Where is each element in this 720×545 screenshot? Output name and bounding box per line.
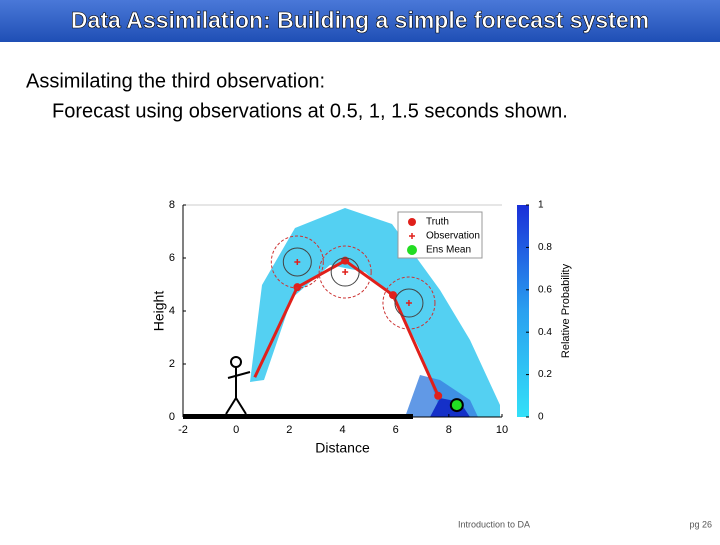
truth-point <box>293 283 302 292</box>
obs-uncertainty <box>282 247 312 277</box>
y-tick-label: 0 <box>169 411 175 423</box>
colorbar-tick-label: 0.4 <box>538 327 552 338</box>
legend-swatch <box>409 233 415 239</box>
obs-uncertainty <box>270 235 324 289</box>
header-bar <box>0 0 720 42</box>
y-tick-label: 8 <box>169 199 175 211</box>
y-tick-label: 2 <box>169 358 175 370</box>
x-tick-label: 10 <box>496 424 508 436</box>
colorbar-tick-label: 1 <box>538 200 544 211</box>
y-tick-label: 4 <box>169 305 175 317</box>
footer-text: Introduction to DA <box>458 519 530 529</box>
legend-label: Truth <box>426 217 449 228</box>
colorbar-tick-label: 0.6 <box>538 284 552 295</box>
legend-swatch <box>408 218 416 226</box>
body-text: Forecast using observations at 0.5, 1, 1… <box>52 100 568 122</box>
body-text: Assimilating the third observation: <box>26 70 325 92</box>
obs-uncertainty <box>318 245 372 299</box>
observation <box>294 258 301 265</box>
observation <box>342 269 349 276</box>
colorbar <box>517 205 529 417</box>
x-axis-label: Distance <box>315 440 370 456</box>
x-tick-label: -2 <box>178 424 188 436</box>
colorbar-tick-label: 0.8 <box>538 242 552 253</box>
x-tick-label: 4 <box>339 424 345 436</box>
obs-uncertainty <box>382 276 436 330</box>
y-axis-label: Height <box>151 291 167 332</box>
x-tick-label: 0 <box>233 424 239 436</box>
obs-uncertainty <box>330 257 360 287</box>
stick-figure <box>225 356 251 415</box>
observation <box>405 300 412 307</box>
colorbar-tick-label: 0 <box>538 412 544 423</box>
colorbar-tick-label: 0.2 <box>538 369 552 380</box>
legend-label: Observation <box>426 231 480 242</box>
colorbar-label: Relative Probability <box>560 263 572 358</box>
truth-point <box>434 391 443 400</box>
truth-point <box>389 291 398 300</box>
obs-uncertainty <box>394 288 424 318</box>
slide-title: Data Assimilation: Building a simple for… <box>71 7 649 33</box>
y-tick-label: 6 <box>169 252 175 264</box>
ens-mean <box>449 398 464 413</box>
x-tick-label: 2 <box>286 424 292 436</box>
legend-swatch <box>407 245 417 255</box>
x-tick-label: 6 <box>393 424 399 436</box>
footer-page: pg 26 <box>689 519 712 529</box>
legend-label: Ens Mean <box>426 245 471 256</box>
x-tick-label: 8 <box>446 424 452 436</box>
